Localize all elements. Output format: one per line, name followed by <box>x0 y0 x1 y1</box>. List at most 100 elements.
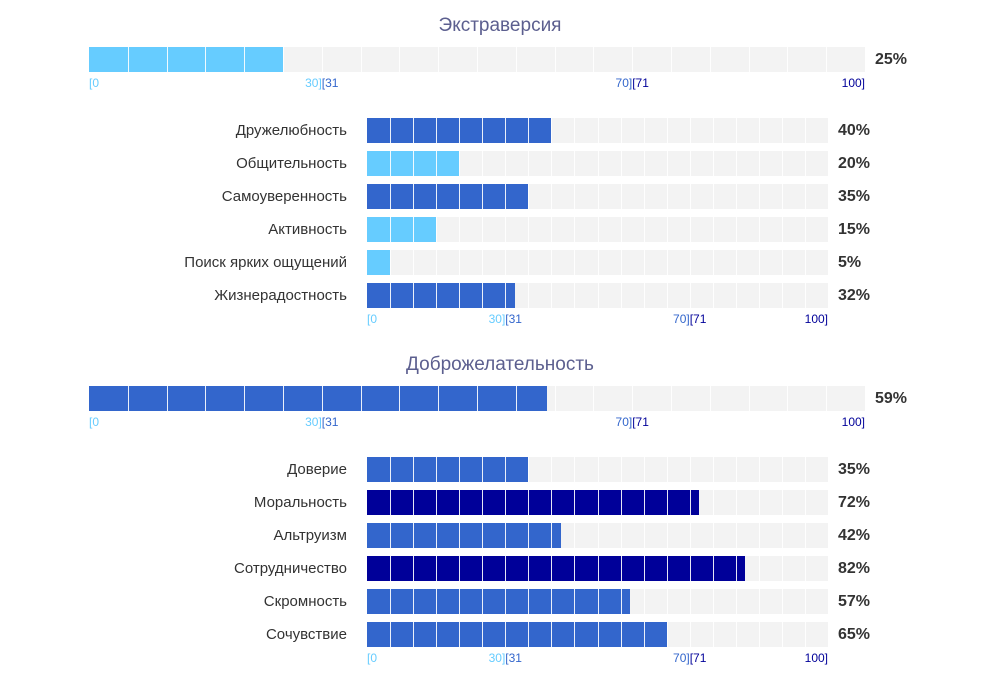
segment-divider <box>390 622 392 647</box>
segment-divider <box>781 217 783 242</box>
segment-divider <box>758 184 760 209</box>
facet-bar-fill <box>367 184 529 209</box>
facet-bar-fill <box>367 283 515 308</box>
segment-divider <box>643 250 645 275</box>
segment-divider <box>436 283 438 308</box>
segment-divider <box>620 151 622 176</box>
segment-divider <box>643 457 645 482</box>
segment-divider <box>712 217 714 242</box>
segment-divider <box>390 490 392 515</box>
facet-value: 35% <box>838 461 871 478</box>
segment-divider <box>712 457 714 482</box>
section-title: Доброжелательность <box>406 354 594 375</box>
summary-bar-fill <box>89 47 283 72</box>
segment-divider <box>413 118 415 143</box>
segment-divider <box>689 622 691 647</box>
facet-label: Альтруизм <box>273 527 347 544</box>
segment-divider <box>360 47 362 72</box>
segment-divider <box>528 184 530 209</box>
facet-bar-track <box>367 283 828 308</box>
segment-divider <box>515 386 517 411</box>
segment-divider <box>758 283 760 308</box>
segment-divider <box>781 184 783 209</box>
segment-divider <box>459 457 461 482</box>
segment-divider <box>643 151 645 176</box>
segment-divider <box>528 556 530 581</box>
segment-divider <box>781 250 783 275</box>
summary-axis-tick-t70: 70] <box>615 76 633 90</box>
segment-divider <box>283 47 284 72</box>
segment-divider <box>758 622 760 647</box>
segment-divider <box>477 47 478 72</box>
segment-divider <box>413 622 415 647</box>
facet-value: 35% <box>838 188 871 205</box>
segment-divider <box>528 589 530 614</box>
segment-divider <box>735 151 737 176</box>
segment-divider <box>643 589 645 614</box>
segment-divider <box>459 283 461 308</box>
facet-bar-fill <box>367 523 561 548</box>
segment-divider <box>689 151 691 176</box>
segment-divider <box>127 47 129 72</box>
segment-divider <box>620 217 622 242</box>
segment-divider <box>482 283 484 308</box>
segment-divider <box>643 283 645 308</box>
segment-divider <box>666 217 668 242</box>
segment-divider <box>709 386 711 411</box>
segment-divider <box>551 250 553 275</box>
segment-divider <box>804 250 806 275</box>
segment-divider <box>712 556 714 581</box>
facet-bar-track <box>367 250 828 275</box>
segment-divider <box>528 118 530 143</box>
segment-divider <box>438 47 440 72</box>
segment-divider <box>436 184 438 209</box>
segment-divider <box>712 250 714 275</box>
segment-divider <box>671 47 672 72</box>
segment-divider <box>758 250 760 275</box>
facet-value: 57% <box>838 593 871 610</box>
summary-axis-tick-t30: 30] <box>305 415 322 429</box>
segment-divider <box>459 184 461 209</box>
segment-divider <box>712 283 714 308</box>
summary-axis-tick-t70: 70] <box>615 415 633 429</box>
segment-divider <box>632 47 634 72</box>
segment-divider <box>574 622 576 647</box>
segment-divider <box>551 283 553 308</box>
segment-divider <box>505 490 507 515</box>
segment-divider <box>482 118 484 143</box>
segment-divider <box>593 386 595 411</box>
segment-divider <box>712 523 714 548</box>
facet-value: 40% <box>838 122 871 139</box>
segment-divider <box>528 457 530 482</box>
segment-divider <box>689 283 691 308</box>
segment-divider <box>620 523 622 548</box>
segment-divider <box>459 589 461 614</box>
segment-divider <box>735 589 737 614</box>
segment-divider <box>620 283 622 308</box>
summary-bar-fill <box>89 386 547 411</box>
segment-divider <box>436 556 438 581</box>
summary-axis-tick-t30: 30] <box>305 76 322 90</box>
summary-axis-tick-t0: [0 <box>89 415 100 429</box>
segment-divider <box>758 490 760 515</box>
segment-divider <box>505 523 507 548</box>
segment-divider <box>735 490 737 515</box>
segment-divider <box>551 589 553 614</box>
segment-divider <box>554 386 556 411</box>
summary-axis-tick-t0: [0 <box>89 76 100 90</box>
summary-axis-tick-t71: [71 <box>632 76 649 90</box>
segment-divider <box>482 250 484 275</box>
segment-divider <box>551 118 553 143</box>
facet-label: Сочувствие <box>265 626 347 643</box>
segment-divider <box>735 250 737 275</box>
segment-divider <box>804 151 806 176</box>
segment-divider <box>666 184 668 209</box>
segment-divider <box>528 217 530 242</box>
segment-divider <box>666 622 668 647</box>
segment-divider <box>597 217 599 242</box>
facet-bar-fill <box>367 556 746 581</box>
summary-bar-track <box>89 47 865 72</box>
segment-divider <box>735 457 737 482</box>
summary-axis-tick-t31: [31 <box>321 76 339 90</box>
segment-divider <box>459 490 461 515</box>
